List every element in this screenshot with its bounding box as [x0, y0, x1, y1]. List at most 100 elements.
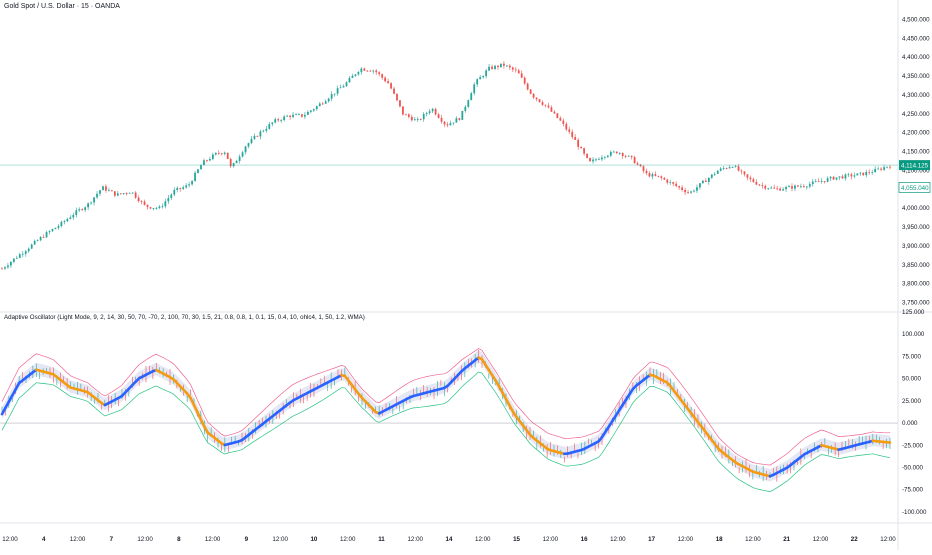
x-axis-tick: 22: [851, 536, 858, 543]
price-candle-body: [185, 185, 187, 187]
price-candle-body: [10, 262, 12, 266]
price-candle-body: [747, 174, 749, 177]
price-candle-body: [167, 198, 169, 201]
price-candle-body: [84, 207, 86, 210]
price-candle-body: [806, 187, 808, 188]
oscillator-upper-band: [2, 349, 890, 466]
price-candle-body: [277, 119, 279, 120]
price-candle-body: [120, 193, 122, 194]
price-candle-body: [512, 67, 514, 69]
price-candle-body: [289, 116, 291, 117]
price-candle-body: [850, 174, 852, 176]
price-candle-body: [473, 84, 475, 93]
price-candle-body: [239, 157, 241, 161]
price-candle-body: [862, 173, 864, 175]
price-candle-body: [536, 98, 538, 100]
price-candle-body: [699, 183, 701, 187]
price-candle-body: [450, 123, 452, 125]
price-candle-body: [752, 179, 754, 182]
price-candle-body: [809, 184, 811, 187]
price-candle-body: [357, 72, 359, 74]
price-candle-body: [865, 172, 867, 175]
price-candle-body: [853, 175, 855, 176]
price-candle-body: [99, 190, 101, 194]
price-candle-body: [194, 173, 196, 181]
price-candle-body: [72, 215, 74, 217]
price-candle-body: [738, 166, 740, 170]
price-candle-body: [577, 140, 579, 147]
price-candle-body: [877, 169, 879, 170]
price-candle-body: [675, 184, 677, 186]
price-candle-body: [46, 232, 48, 237]
price-candle-body: [156, 208, 158, 209]
price-candle-body: [530, 90, 532, 94]
price-candle-body: [405, 114, 407, 115]
price-candle-body: [622, 153, 624, 156]
price-candle-body: [479, 77, 481, 79]
price-y-tick: 3,750.000: [902, 300, 930, 307]
x-axis-tick: 12:00: [813, 536, 829, 543]
price-candle-body: [209, 159, 211, 160]
price-candle-body: [533, 94, 535, 98]
price-candle-body: [720, 168, 722, 170]
price-panel-title: Gold Spot / U.S. Dollar · 15 · OANDA: [4, 3, 120, 10]
price-candle-body: [66, 219, 68, 221]
price-candle-body: [313, 109, 315, 110]
price-candle-body: [378, 72, 380, 74]
price-candle-body: [551, 107, 553, 111]
price-candle-body: [488, 67, 490, 71]
price-candle-body: [833, 177, 835, 180]
x-axis-tick: 12:00: [678, 536, 694, 543]
x-axis-tick: 12:00: [745, 536, 761, 543]
price-candle-body: [170, 195, 172, 198]
price-candle-body: [233, 163, 235, 166]
price-candle-body: [830, 177, 832, 179]
x-axis-tick: 12:00: [272, 536, 288, 543]
price-candle-body: [598, 159, 600, 160]
price-candle-body: [360, 69, 362, 72]
price-y-tick: 4,300.000: [902, 92, 930, 99]
oscillator-y-tick: -25.000: [902, 442, 924, 449]
price-candle-body: [871, 172, 873, 173]
price-candle-body: [63, 221, 65, 222]
price-candle-body: [464, 107, 466, 111]
price-candle-body: [349, 78, 351, 82]
price-candle-body: [292, 115, 294, 117]
price-candle-body: [770, 188, 772, 189]
price-candle-body: [729, 167, 731, 168]
x-axis-tick: 12:00: [137, 536, 153, 543]
price-candle-body: [827, 178, 829, 181]
price-candle-body: [482, 76, 484, 77]
x-axis-tick: 12:00: [407, 536, 423, 543]
x-axis-tick: 16: [581, 536, 588, 543]
price-candle-body: [28, 249, 30, 252]
price-candle-body: [654, 174, 656, 176]
price-candle-body: [859, 173, 861, 174]
price-candle-body: [322, 104, 324, 105]
price-candle-body: [369, 71, 371, 72]
price-candle-body: [646, 171, 648, 173]
price-candle-body: [58, 226, 60, 228]
oscillator-cloud: [2, 351, 890, 482]
price-candle-body: [586, 154, 588, 158]
price-candle-body: [307, 112, 309, 115]
price-candle-body: [491, 67, 493, 69]
price-candle-body: [236, 161, 238, 163]
price-candle-body: [355, 74, 357, 75]
price-candle-body: [411, 117, 413, 120]
price-candle-body: [527, 84, 529, 90]
price-candle-body: [515, 70, 517, 71]
price-candle-body: [782, 189, 784, 190]
oscillator-y-tick: 100.000: [902, 331, 925, 338]
price-candle-body: [43, 237, 45, 238]
x-axis-tick: 21: [783, 536, 790, 543]
price-candle-body: [791, 186, 793, 189]
x-axis-tick: 17: [648, 536, 655, 543]
current-price-label: 4,114.125: [901, 163, 929, 170]
price-candle-body: [387, 81, 389, 83]
price-y-tick: 3,950.000: [902, 224, 930, 231]
price-candle-body: [283, 116, 285, 120]
price-y-tick: 4,000.000: [902, 205, 930, 212]
price-candle-body: [173, 190, 175, 195]
